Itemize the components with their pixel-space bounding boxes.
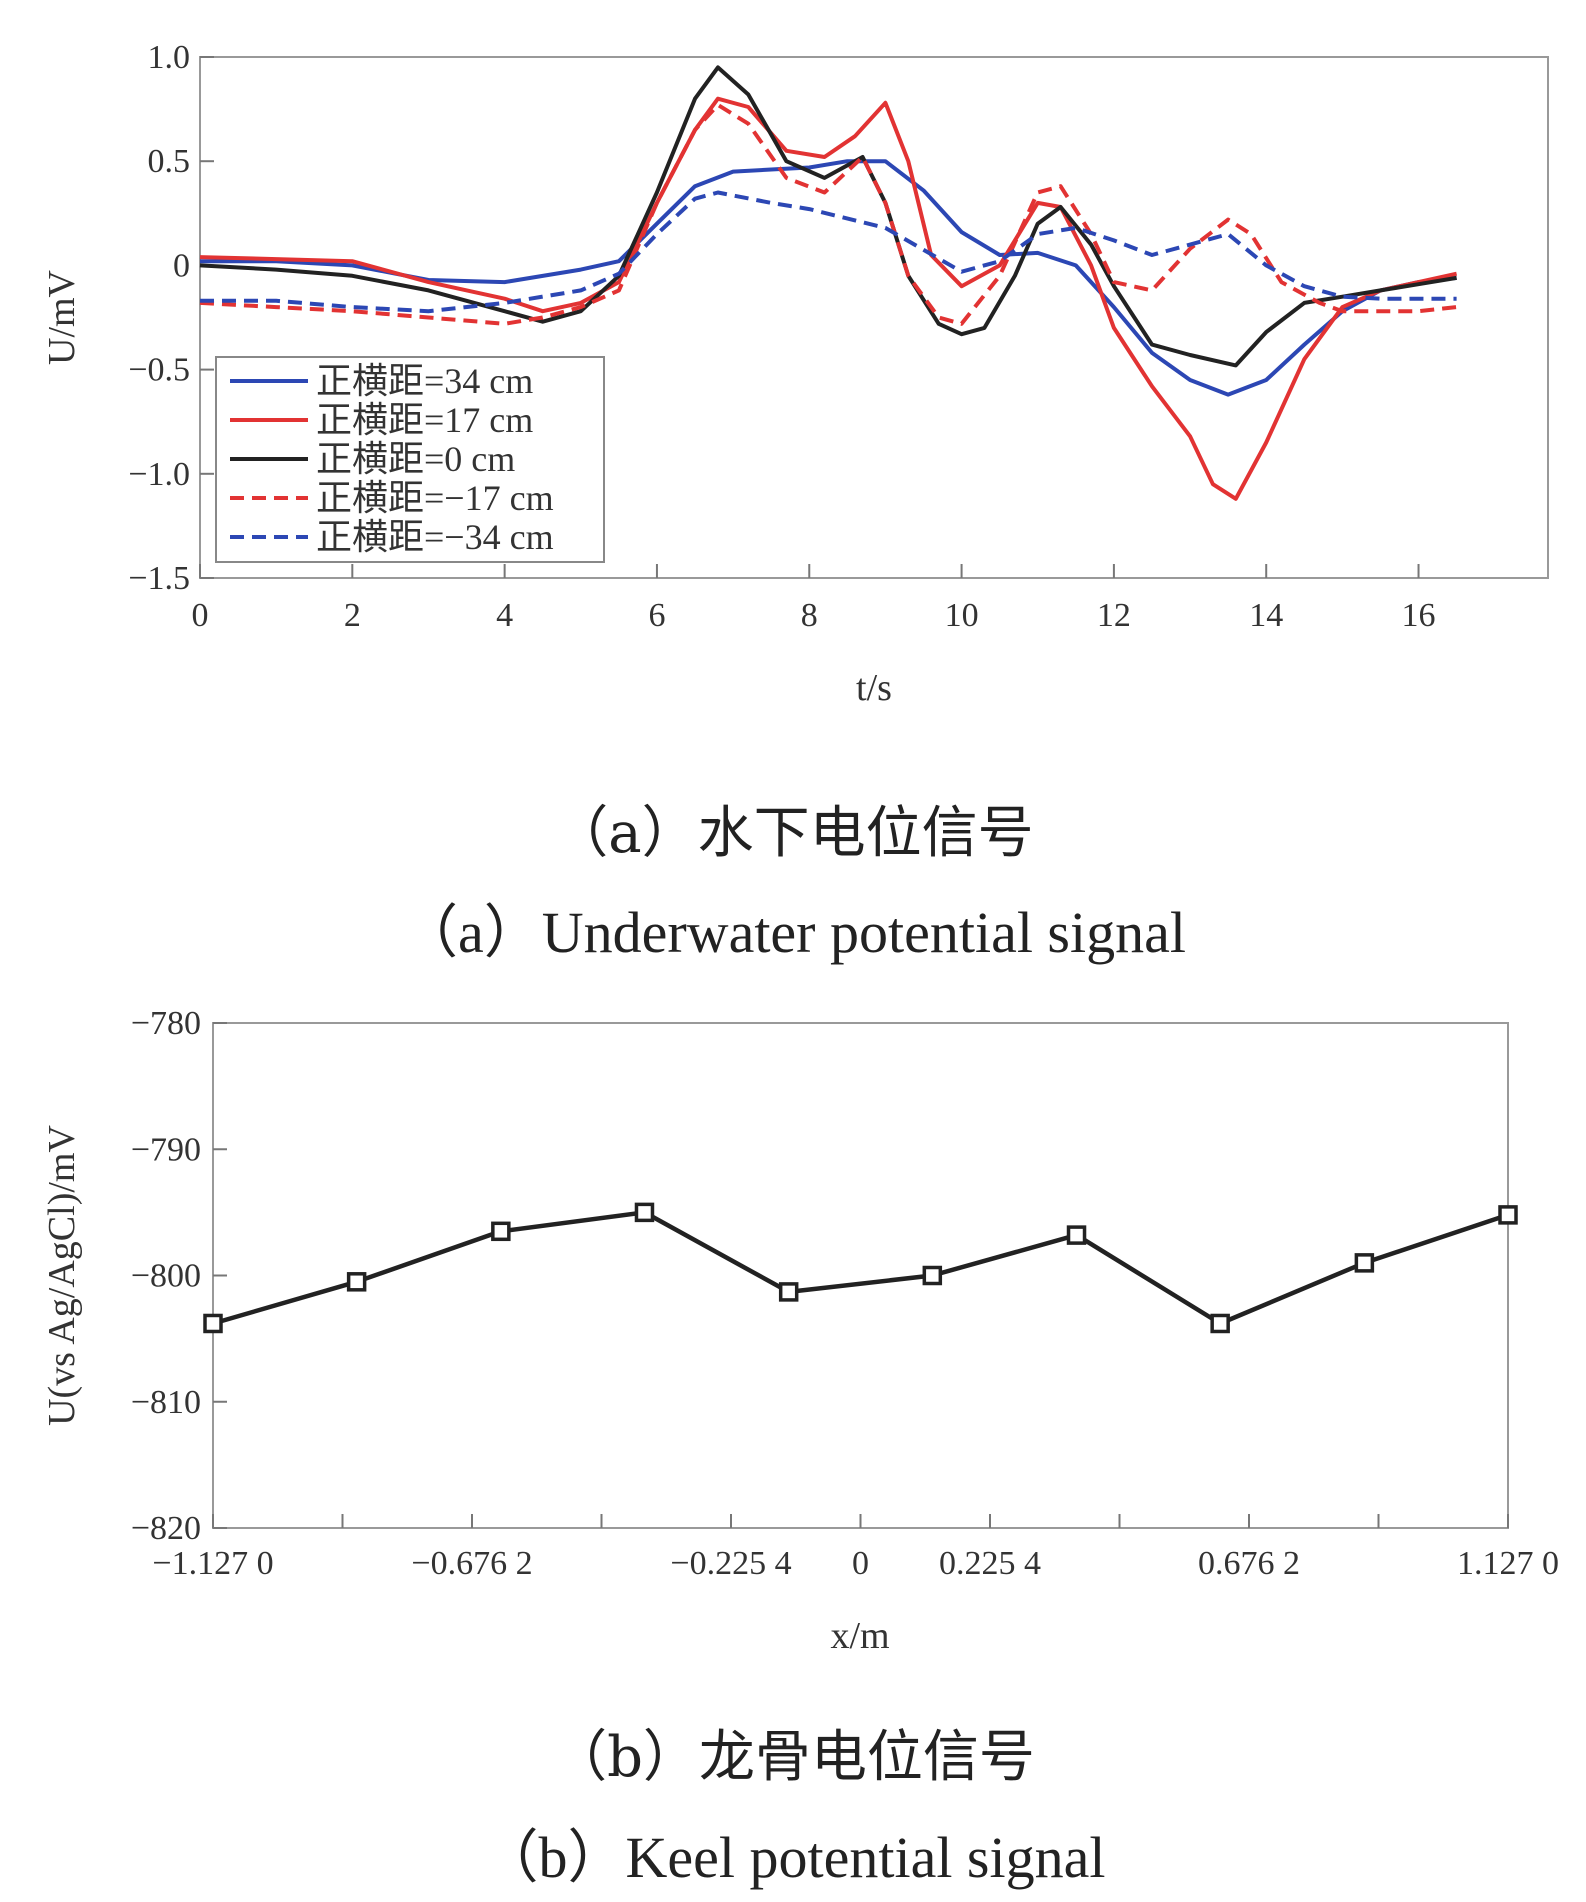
y-tick-label: 1.0 xyxy=(148,39,191,76)
series-line-3 xyxy=(199,102,1457,326)
x-axis-label: t/s xyxy=(856,667,892,709)
series-line-2 xyxy=(199,65,1457,368)
data-point-marker xyxy=(1210,1313,1230,1334)
plot-frame-a xyxy=(199,56,1549,579)
x-tick-label: 14 xyxy=(1249,597,1283,634)
y-tick-label: −820 xyxy=(131,1510,201,1547)
caption-b-en: （b）Keel potential signal xyxy=(480,1825,1106,1890)
data-point-marker xyxy=(1066,1225,1087,1245)
x-axis-label: x/m xyxy=(830,1615,889,1657)
x-tick-label: 8 xyxy=(801,597,818,634)
caption-a-zh: （a）水下电位信号 xyxy=(552,801,1034,866)
x-tick-label: 0 xyxy=(192,597,209,634)
y-tick-label: −1.0 xyxy=(128,456,190,493)
legend-label: 正横距=−17 cm xyxy=(316,478,554,518)
y-tick-label: −780 xyxy=(131,1005,201,1042)
x-tick-label: −0.225 4 xyxy=(670,1545,791,1582)
x-tick-label: −0.676 2 xyxy=(411,1545,532,1582)
series-line-4 xyxy=(200,190,1457,314)
y-tick-label: −1.5 xyxy=(128,560,190,597)
x-tick-label: 0.676 2 xyxy=(1198,1545,1300,1582)
x-tick-label: 0 xyxy=(852,1545,869,1582)
series-line-1 xyxy=(199,96,1458,501)
data-point-marker xyxy=(1498,1205,1518,1225)
plot-frame-b xyxy=(212,1022,1509,1529)
x-tick-label: 1.127 0 xyxy=(1457,1545,1559,1582)
y-axis-label: U/mV xyxy=(41,269,83,365)
y-tick-label: 0.5 xyxy=(148,143,191,180)
x-tick-label: 6 xyxy=(648,597,665,634)
series-line-0 xyxy=(200,159,1457,397)
chart-underwater-potential: 1.00.50−0.5−1.0−1.50 2 4 6 8 10 12 14 16t/sU/mV正… xyxy=(41,39,1549,709)
x-tick-label: 12 xyxy=(1097,597,1131,634)
x-tick-label: 16 xyxy=(1402,597,1436,634)
legend-label: 正横距=0 cm xyxy=(316,439,515,479)
series-line-keel xyxy=(212,1210,1509,1326)
data-point-marker xyxy=(346,1272,367,1292)
data-point-marker xyxy=(634,1202,655,1223)
y-tick-label: −810 xyxy=(131,1384,201,1421)
y-tick-label: −800 xyxy=(131,1258,201,1295)
legend-label: 正横距=17 cm xyxy=(316,400,533,440)
chart-keel-potential: −780 −790 −800 −810 −820−1.127 0 −0.676 2 −0.2… xyxy=(41,1005,1559,1657)
x-tick-label: 4 xyxy=(496,597,513,634)
y-tick-label: −790 xyxy=(131,1131,201,1168)
legend-label: 正横距=34 cm xyxy=(316,361,533,401)
data-point-marker xyxy=(491,1221,511,1242)
caption-a-en: （a）Underwater potential signal xyxy=(400,900,1186,965)
caption-b-zh: （b）龙骨电位信号 xyxy=(551,1725,1035,1790)
x-tick-label: 2 xyxy=(344,597,361,634)
data-point-marker xyxy=(778,1282,799,1302)
x-tick-label: 10 xyxy=(945,597,979,634)
x-tick-label: 0.225 4 xyxy=(939,1545,1041,1582)
y-tick-label: 0 xyxy=(173,247,190,284)
y-axis-label: U(vs Ag/AgCl)/mV xyxy=(41,1125,83,1426)
data-point-marker xyxy=(203,1313,223,1334)
data-point-marker xyxy=(922,1265,943,1286)
x-tick-label: −1.127 0 xyxy=(152,1545,273,1582)
data-point-marker xyxy=(1354,1253,1375,1273)
legend-label: 正横距=−34 cm xyxy=(316,517,554,557)
y-tick-label: −0.5 xyxy=(128,352,190,389)
